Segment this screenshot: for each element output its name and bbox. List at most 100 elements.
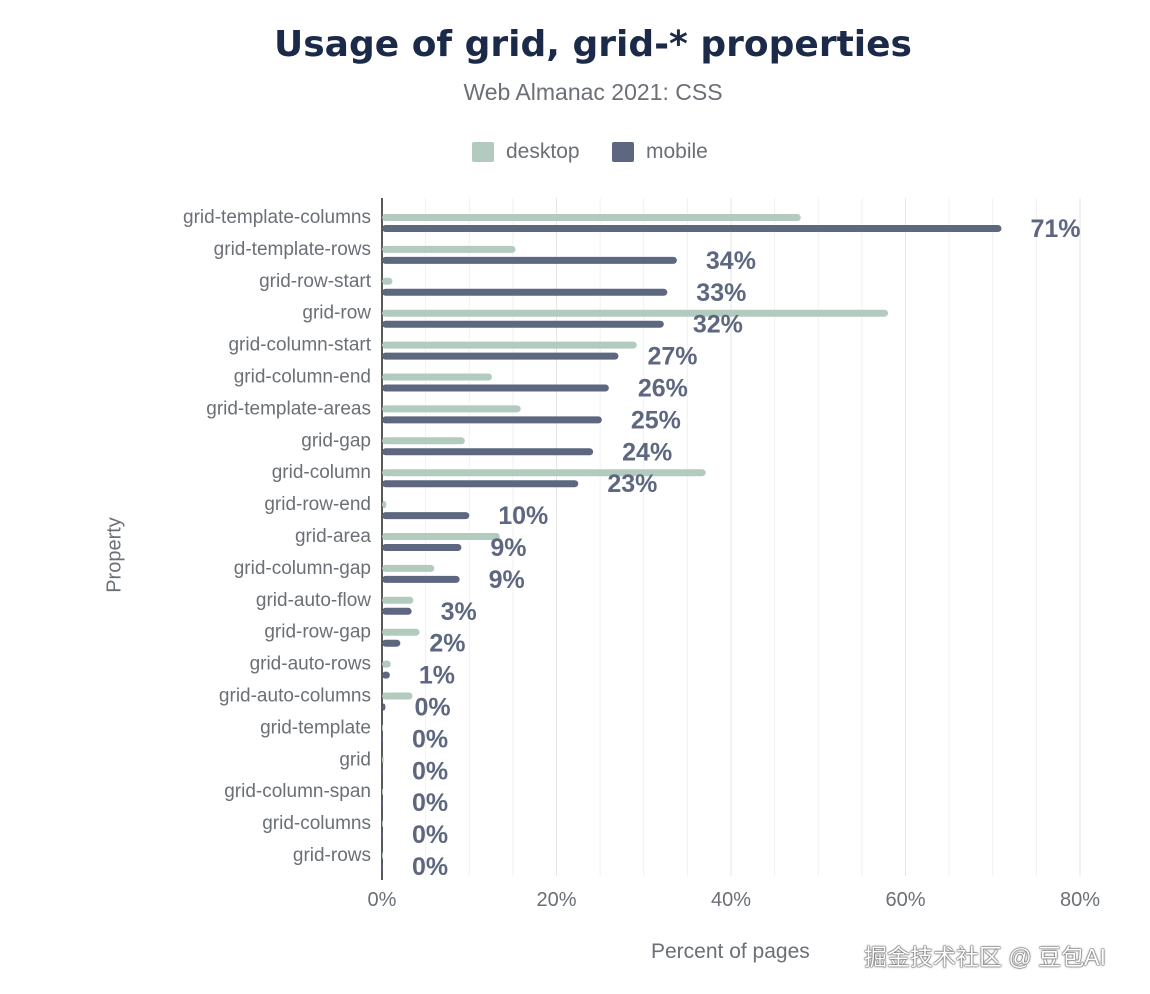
data-label-mobile: 71%: [1030, 215, 1080, 243]
legend-item-desktop[interactable]: desktop: [472, 139, 580, 165]
data-label-mobile: 1%: [419, 662, 455, 690]
bar-mobile: [382, 703, 386, 711]
legend-label-desktop: desktop: [506, 140, 580, 163]
bar-desktop: [382, 852, 383, 859]
x-tick-label: 20%: [536, 889, 576, 911]
bar-mobile: [382, 225, 1002, 232]
data-label-mobile: 9%: [489, 566, 525, 594]
bar-desktop: [382, 692, 413, 700]
bar-mobile: [382, 512, 470, 520]
category-label: grid-gap: [301, 430, 371, 451]
data-label-mobile: 27%: [647, 343, 697, 371]
x-tick-label: 80%: [1060, 889, 1100, 911]
category-label: grid-row-gap: [264, 622, 371, 643]
data-label-mobile: 24%: [622, 438, 672, 466]
data-label-mobile: 2%: [429, 630, 465, 658]
bar-mobile: [382, 639, 401, 647]
bar-desktop: [382, 405, 521, 413]
category-label: grid-column-start: [228, 335, 371, 356]
bar-mobile: [382, 544, 462, 551]
bar-mobile: [382, 607, 412, 615]
bar-desktop: [382, 214, 801, 221]
category-label: grid-auto-columns: [219, 686, 371, 707]
bar-mobile: [382, 735, 383, 743]
category-label: grid-template-rows: [214, 239, 371, 260]
bar-mobile: [382, 352, 619, 360]
bar-desktop: [382, 469, 706, 477]
category-label: grid-row-start: [259, 271, 372, 292]
category-label: grid-column-span: [224, 781, 371, 802]
bar-desktop: [382, 245, 516, 253]
data-label-mobile: 0%: [414, 694, 450, 722]
data-label-mobile: 26%: [638, 375, 688, 403]
bar-mobile: [382, 831, 383, 839]
category-label: grid-rows: [293, 845, 371, 866]
legend-swatch-mobile: [612, 142, 634, 162]
legend-item-mobile[interactable]: mobile: [612, 139, 708, 165]
bar-mobile: [382, 416, 602, 424]
data-label-mobile: 0%: [412, 789, 448, 817]
data-label-mobile: 0%: [412, 821, 448, 849]
bar-desktop: [382, 437, 465, 445]
category-label: grid-column-gap: [234, 558, 371, 579]
data-label-mobile: 25%: [631, 406, 681, 434]
bar-desktop: [382, 277, 393, 285]
bar-desktop: [382, 628, 420, 636]
category-label: grid-auto-flow: [256, 590, 371, 611]
category-label: grid-template-areas: [206, 398, 371, 419]
x-axis-label: Percent of pages: [651, 940, 810, 963]
bar-desktop: [382, 660, 391, 668]
bar-mobile: [382, 671, 390, 679]
bar-desktop: [382, 788, 383, 796]
bar-mobile: [382, 767, 383, 775]
legend-label-mobile: mobile: [646, 140, 708, 163]
bar-mobile: [382, 448, 594, 456]
category-label: grid-columns: [262, 813, 371, 834]
chart-subtitle: Web Almanac 2021: CSS: [463, 79, 723, 105]
watermark: 掘金技术社区 @ 豆包AI: [864, 944, 1106, 970]
x-tick-label: 0%: [368, 889, 397, 911]
bar-desktop: [382, 341, 637, 349]
bar-desktop: [382, 533, 500, 540]
bar-mobile: [382, 480, 579, 488]
category-label: grid-template-columns: [183, 207, 371, 228]
bar-desktop: [382, 724, 383, 732]
bar-desktop: [382, 309, 889, 317]
bar-desktop: [382, 756, 384, 764]
category-label: grid-row: [302, 303, 371, 324]
bar-desktop: [382, 820, 383, 828]
x-tick-label: 60%: [885, 889, 925, 911]
legend-swatch-desktop: [472, 142, 494, 162]
data-label-mobile: 0%: [412, 725, 448, 753]
data-label-mobile: 0%: [412, 757, 448, 785]
data-label-mobile: 23%: [607, 470, 657, 498]
chart-title: Usage of grid, grid-* properties: [274, 24, 912, 65]
data-label-mobile: 9%: [490, 534, 526, 562]
bar-mobile: [382, 320, 664, 328]
data-label-mobile: 0%: [412, 853, 448, 881]
category-label: grid-column: [272, 462, 371, 483]
bar-desktop: [382, 564, 435, 572]
bar-mobile: [382, 384, 609, 392]
x-tick-label: 40%: [711, 889, 751, 911]
bar-desktop: [382, 501, 387, 509]
category-label: grid-area: [295, 526, 371, 547]
category-label: grid-row-end: [264, 494, 371, 515]
bar-mobile: [382, 575, 460, 583]
bar-mobile: [382, 799, 383, 807]
data-label-mobile: 34%: [706, 247, 756, 275]
bar-mobile: [382, 863, 383, 870]
bar-desktop: [382, 373, 492, 381]
category-label: grid-auto-rows: [250, 654, 371, 675]
category-label: grid: [339, 749, 371, 770]
bar-mobile: [382, 288, 668, 296]
data-label-mobile: 10%: [498, 502, 548, 530]
data-label-mobile: 32%: [693, 311, 743, 339]
data-label-mobile: 3%: [441, 598, 477, 626]
category-label: grid-column-end: [234, 367, 371, 388]
data-label-mobile: 33%: [696, 279, 746, 307]
category-label: grid-template: [260, 717, 371, 738]
bar-desktop: [382, 596, 414, 604]
bar-mobile: [382, 256, 677, 264]
